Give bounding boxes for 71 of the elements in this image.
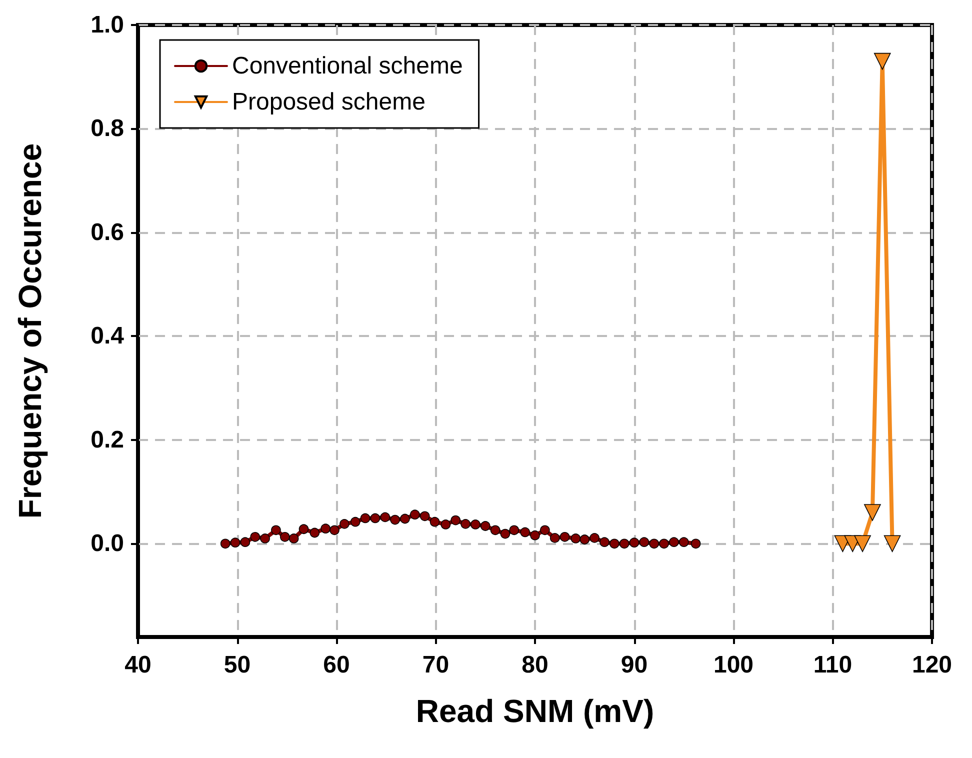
point <box>520 527 530 538</box>
point <box>271 525 281 536</box>
point <box>360 513 370 524</box>
point <box>570 534 581 544</box>
y-tick-label: 0.2 <box>90 426 124 454</box>
point <box>580 534 590 544</box>
point <box>400 514 410 524</box>
x-tick-label: 80 <box>522 652 548 678</box>
point <box>540 525 550 536</box>
point <box>440 520 451 530</box>
point <box>690 538 701 549</box>
x-tick-label: 90 <box>620 652 648 678</box>
point <box>610 538 620 549</box>
x-tick-label: 110 <box>813 652 852 678</box>
point <box>884 535 901 552</box>
x-tick-label: 60 <box>323 652 350 678</box>
legend-label: Proposed scheme <box>232 88 426 116</box>
point <box>678 537 689 547</box>
point <box>639 537 650 547</box>
point <box>864 504 881 521</box>
y-tick-label: 0.6 <box>90 218 124 246</box>
x-tick-label: 100 <box>713 652 754 678</box>
point <box>390 514 400 525</box>
point <box>370 513 380 524</box>
point <box>240 537 250 547</box>
point <box>350 516 360 527</box>
x-tick-label: 40 <box>124 652 152 678</box>
point <box>380 512 390 522</box>
point <box>490 525 500 536</box>
x-tick-label: 120 <box>912 652 952 678</box>
x-tick-label: 50 <box>224 652 251 678</box>
point <box>590 533 600 543</box>
y-tick-label: 0.4 <box>90 322 125 350</box>
y-tick-label: 0.0 <box>90 530 124 558</box>
point <box>340 519 350 529</box>
point <box>460 519 470 529</box>
x-axis-title: Read SNM (mV) <box>416 693 654 729</box>
point <box>500 528 510 539</box>
point <box>280 532 290 542</box>
y-tick-label: 1.0 <box>90 12 124 38</box>
point <box>550 533 560 543</box>
point <box>288 534 299 544</box>
point <box>298 524 309 534</box>
legend-label: Conventional scheme <box>232 52 463 80</box>
x-tick-label: 70 <box>422 652 450 678</box>
point <box>310 528 320 538</box>
point <box>659 538 669 549</box>
point <box>420 511 430 522</box>
point <box>669 537 679 547</box>
point <box>220 538 230 549</box>
point <box>250 532 260 542</box>
point <box>450 515 460 526</box>
point <box>410 510 420 520</box>
point <box>619 538 630 549</box>
point <box>430 516 440 527</box>
point <box>480 521 490 531</box>
point <box>874 52 891 70</box>
point <box>649 538 659 549</box>
y-tick-label: 0.8 <box>90 115 124 142</box>
point <box>600 537 610 547</box>
point <box>854 535 871 552</box>
point <box>530 530 540 540</box>
point <box>470 520 480 530</box>
y-axis-title: Frequency of Occurence <box>12 143 48 519</box>
point <box>509 525 520 536</box>
point <box>330 525 340 536</box>
point <box>320 524 330 534</box>
point <box>260 534 270 544</box>
point <box>560 532 570 542</box>
point <box>629 538 640 548</box>
point <box>230 538 240 548</box>
